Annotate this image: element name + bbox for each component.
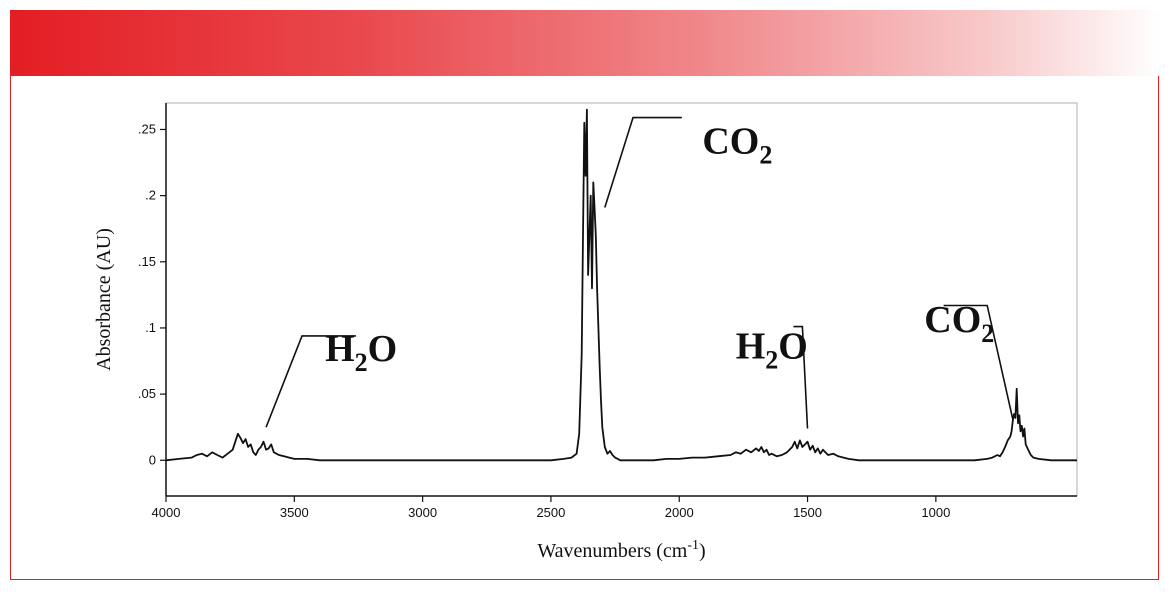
series-layer xyxy=(165,108,1077,462)
annotation-leader-line xyxy=(604,116,682,208)
y-axis-title: Absorbance (AU) xyxy=(93,228,115,371)
annotation-label: CO2 xyxy=(702,120,772,169)
x-tick-label: 1000 xyxy=(921,505,950,520)
header-banner xyxy=(10,10,1162,76)
axes-layer: 0 .05 .1 .15 .2 .25 4000 3500 3000 2500 2000 1500 10… xyxy=(138,102,1078,520)
y-tick-label: 0 xyxy=(149,452,156,467)
y-tick-label: .05 xyxy=(138,386,156,401)
x-tick-label: 2500 xyxy=(536,505,565,520)
y-tick-label: .15 xyxy=(138,254,156,269)
y-tick-label: .1 xyxy=(145,320,156,335)
annotation-label: CO2 xyxy=(924,299,994,348)
annotation-label: H2O xyxy=(736,325,808,374)
x-tick-label: 1500 xyxy=(793,505,822,520)
annotation-label: H2O xyxy=(325,328,397,377)
y-tick-label: .2 xyxy=(145,188,156,203)
chart-frame xyxy=(10,76,1159,580)
annotation-leader-line xyxy=(793,325,809,429)
x-axis-title: Wavenumbers (cm-1) xyxy=(537,538,705,562)
annotation-leader-line xyxy=(943,304,1014,420)
x-tick-label: 3000 xyxy=(408,505,437,520)
spectrum-line xyxy=(165,108,1077,462)
x-tick-label: 2000 xyxy=(665,505,694,520)
annotation-layer: H2O CO2 H2O CO2 xyxy=(265,116,1014,429)
annotation-leader-line xyxy=(265,335,356,428)
x-tick-label: 3500 xyxy=(280,505,309,520)
x-tick-label: 4000 xyxy=(152,505,181,520)
y-tick-label: .25 xyxy=(138,121,156,136)
